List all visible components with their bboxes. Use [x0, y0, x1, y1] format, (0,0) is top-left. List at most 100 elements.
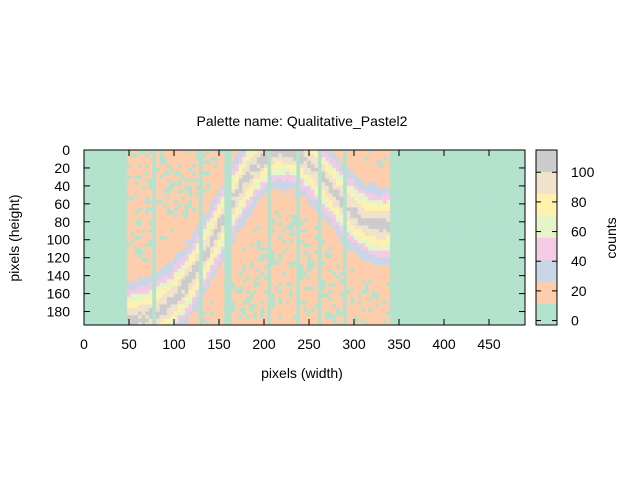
heatmap-cell	[210, 307, 214, 312]
heatmap-cell	[170, 157, 175, 162]
heatmap-cell	[188, 164, 193, 169]
heatmap-cell	[310, 275, 315, 280]
heatmap-cell	[94, 282, 99, 287]
heatmap-cell	[325, 164, 330, 169]
heatmap-cell	[368, 254, 373, 258]
heatmap-cell	[285, 264, 290, 269]
heatmap-image	[84, 150, 525, 325]
heatmap-cell	[292, 311, 297, 316]
heatmap-cell	[404, 153, 409, 158]
heatmap-cell	[292, 315, 297, 320]
heatmap-cell	[213, 196, 218, 201]
heatmap-cell	[238, 297, 243, 302]
heatmap-cell	[184, 250, 189, 255]
heatmap-cell	[404, 164, 409, 169]
heatmap-cell	[379, 318, 384, 323]
heatmap-cell	[339, 196, 344, 201]
heatmap-cell	[386, 203, 391, 208]
heatmap-cell	[112, 282, 117, 287]
heatmap-cell	[274, 167, 279, 172]
heatmap-cell	[278, 157, 283, 162]
heatmap-cell	[246, 293, 250, 298]
heatmap-cell	[256, 318, 261, 323]
heatmap-cell	[228, 250, 232, 255]
heatmap-cell	[303, 157, 308, 162]
heatmap-cell	[98, 272, 103, 276]
heatmap-cell	[181, 232, 186, 237]
heatmap-cell	[242, 307, 247, 312]
heatmap-cell	[138, 157, 142, 162]
heatmap-cell	[170, 275, 175, 280]
heatmap-cell	[296, 304, 301, 309]
heatmap-cell	[145, 286, 150, 291]
heatmap-cell	[364, 211, 369, 215]
heatmap-cell	[267, 153, 272, 158]
heatmap-cell	[314, 257, 319, 262]
heatmap-cell	[238, 246, 243, 251]
heatmap-cell	[116, 182, 121, 187]
heatmap-cell	[282, 239, 286, 244]
heatmap-cell	[213, 164, 218, 169]
heatmap-cell	[123, 228, 128, 233]
heatmap-cell	[343, 221, 348, 226]
heatmap-cell	[325, 272, 330, 276]
heatmap-cell	[156, 153, 160, 158]
heatmap-cell	[220, 290, 225, 294]
heatmap-cell	[242, 225, 247, 230]
heatmap-cell	[318, 250, 322, 255]
heatmap-cell	[174, 200, 178, 205]
heatmap-cell	[159, 167, 164, 172]
heatmap-cell	[328, 300, 333, 305]
heatmap-cell	[163, 171, 168, 176]
heatmap-cell	[148, 182, 153, 187]
heatmap-cell	[105, 178, 110, 183]
heatmap-cell	[332, 185, 337, 190]
heatmap-cell	[256, 228, 261, 233]
heatmap-cell	[404, 246, 409, 251]
heatmap-cell	[145, 167, 150, 172]
heatmap-cell	[411, 304, 416, 309]
heatmap-cell	[238, 193, 243, 197]
heatmap-cell	[84, 300, 88, 305]
heatmap-cell	[210, 167, 214, 172]
heatmap-cell	[141, 214, 146, 219]
heatmap-cell	[400, 193, 405, 197]
heatmap-cell	[278, 189, 283, 194]
heatmap-cell	[274, 286, 279, 291]
heatmap-cell	[87, 164, 92, 169]
heatmap-cell	[429, 290, 434, 294]
heatmap-cell	[156, 164, 160, 169]
heatmap-cell	[260, 182, 265, 187]
heatmap-cell	[364, 218, 369, 223]
heatmap-cell	[440, 218, 445, 223]
heatmap-cell	[231, 211, 236, 215]
heatmap-cell	[246, 297, 250, 302]
heatmap-cell	[210, 160, 214, 165]
heatmap-cell	[278, 246, 283, 251]
heatmap-cell	[332, 218, 337, 223]
heatmap-cell	[102, 243, 106, 248]
heatmap-cell	[325, 261, 330, 266]
heatmap-cell	[105, 189, 110, 194]
heatmap-cell	[181, 225, 186, 230]
heatmap-cell	[145, 282, 150, 287]
heatmap-cell	[249, 286, 254, 291]
heatmap-cell	[192, 322, 196, 325]
heatmap-cell	[264, 211, 268, 215]
heatmap-cell	[296, 307, 301, 312]
heatmap-cell	[397, 311, 402, 316]
heatmap-cell	[393, 178, 398, 183]
heatmap-cell	[444, 261, 448, 266]
heatmap-cell	[393, 193, 398, 197]
heatmap-cell	[120, 250, 124, 255]
heatmap-cell	[184, 153, 189, 158]
heatmap-cell	[134, 157, 139, 162]
heatmap-cell	[444, 304, 448, 309]
heatmap-cell	[264, 300, 268, 305]
heatmap-cell	[318, 264, 322, 269]
heatmap-cell	[372, 153, 376, 158]
heatmap-cell	[328, 189, 333, 194]
heatmap-cell	[400, 214, 405, 219]
heatmap-cell	[390, 175, 394, 180]
heatmap-cell	[361, 257, 366, 262]
